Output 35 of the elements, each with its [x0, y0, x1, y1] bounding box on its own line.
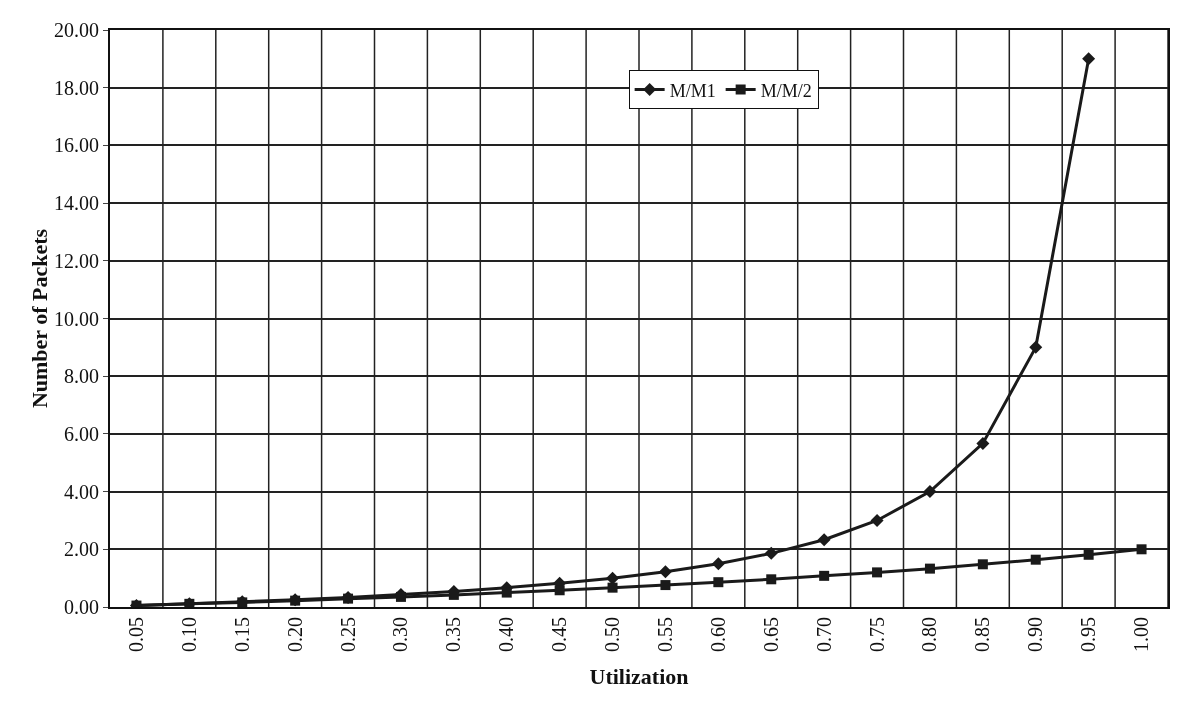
y-tick-label: 8.00 [64, 365, 99, 388]
y-tick-label: 14.00 [54, 192, 99, 215]
x-tick-label: 0.35 [442, 617, 465, 652]
x-tick-label: 0.45 [548, 617, 571, 652]
y-tick-label: 10.00 [54, 307, 99, 330]
x-tick-label: 0.95 [1077, 617, 1100, 652]
legend-label: M/M/2 [760, 80, 812, 101]
y-tick-label: 0.00 [64, 596, 99, 618]
x-tick-label: 0.55 [653, 617, 676, 652]
y-tick-label: 2.00 [64, 538, 99, 561]
x-tick-label: 0.30 [389, 617, 412, 652]
x-tick-label: 0.80 [918, 617, 941, 652]
x-tick-label: 0.40 [495, 617, 518, 652]
x-tick-label: 0.25 [336, 617, 359, 652]
x-axis-title: Utilization [589, 664, 689, 689]
x-tick-label: 0.85 [971, 617, 994, 652]
y-tick-label: 12.00 [54, 249, 99, 272]
x-tick-label: 0.50 [601, 617, 624, 652]
y-tick-label: 20.00 [54, 19, 99, 41]
y-tick-label: 18.00 [54, 76, 99, 99]
x-tick-label: 1.00 [1130, 617, 1153, 652]
y-tick-label: 16.00 [54, 134, 99, 157]
y-tick-label: 6.00 [64, 422, 99, 445]
x-tick-label: 0.65 [759, 617, 782, 652]
x-tick-label: 0.75 [865, 617, 888, 652]
x-tick-label: 0.20 [283, 617, 306, 652]
x-tick-label: 0.70 [812, 617, 835, 652]
y-axis-title: Number of Packets [27, 228, 52, 409]
legend-label: M/M1 [669, 80, 716, 101]
x-tick-label: 0.15 [230, 617, 253, 652]
x-tick-label: 0.60 [706, 617, 729, 652]
x-tick-label: 0.90 [1024, 617, 1047, 652]
y-tick-label: 4.00 [64, 480, 99, 503]
x-tick-label: 0.05 [124, 617, 147, 652]
x-tick-label: 0.10 [177, 617, 200, 652]
